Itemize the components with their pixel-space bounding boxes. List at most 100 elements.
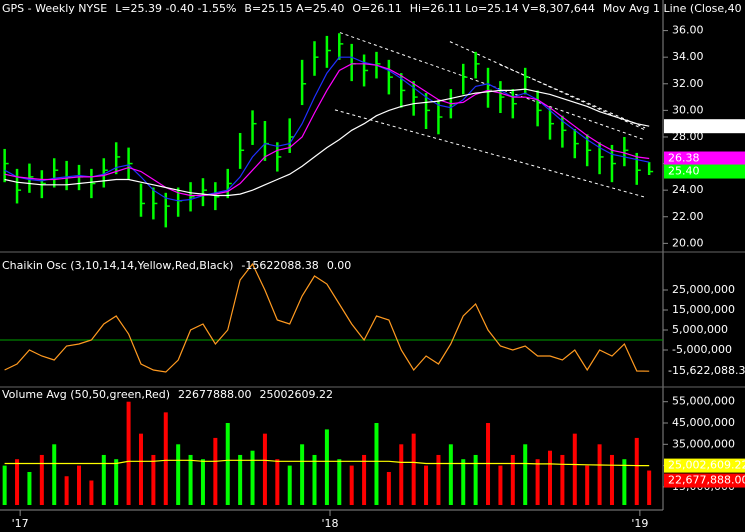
last-value-label: 28.81 [668, 119, 700, 132]
panel-header: O=26.11 [352, 2, 401, 15]
volume-bar [461, 459, 466, 505]
y-tick-label: 20.00 [672, 236, 704, 249]
volume-bar [523, 444, 528, 505]
volume-bar [647, 470, 652, 505]
y-tick-label: 36.00 [672, 24, 704, 37]
close-label: 25.40 [668, 165, 700, 178]
volume-bar [436, 454, 441, 505]
volume-bar [138, 433, 143, 505]
oscillator-line [4, 262, 650, 373]
last-value-label: 26.38 [668, 152, 700, 165]
x-tick-label: '17 [12, 517, 29, 530]
volume-bar [535, 459, 540, 505]
volume-bar [163, 412, 168, 505]
y-tick-label: 45,000,000 [672, 416, 735, 429]
volume-bar [64, 476, 69, 505]
volume-bar [287, 465, 292, 505]
volume-bar [262, 433, 267, 505]
volume-bar [27, 471, 32, 505]
volume-bar [424, 465, 429, 505]
last-value-label: -15,622,088.38 [668, 364, 745, 377]
x-tick-label: '18 [321, 517, 338, 530]
moving-average [4, 56, 650, 202]
volume-bar [349, 465, 354, 505]
volume-bar [473, 454, 478, 505]
volume-bar [560, 454, 565, 505]
volume-average [4, 459, 650, 467]
volume-bar [300, 444, 305, 505]
volume-bar [585, 465, 590, 505]
volume-bar [275, 459, 280, 505]
volume-bar [151, 454, 156, 505]
panel-header: GPS - Weekly NYSE [2, 2, 107, 15]
y-tick-label: 15,000,000 [672, 303, 735, 316]
panel-header: Hi=26.11 Lo=25.14 V=8,307,644 [410, 2, 595, 15]
panel-header: Volume Avg (50,50,green,Red) [2, 388, 170, 401]
volume-bar [213, 437, 218, 505]
volume-bar [225, 423, 230, 505]
last-value-label-box [664, 151, 745, 166]
volume-bar [114, 459, 119, 505]
volume-bar [634, 437, 639, 505]
volume-bar [510, 454, 515, 505]
panel-header: 22677888.00 [178, 388, 251, 401]
volume-bar [386, 471, 391, 505]
volume-bar [39, 454, 44, 505]
volume-bar [126, 401, 131, 505]
volume-bar [597, 444, 602, 505]
volume-bar [200, 459, 205, 505]
volume-bar [609, 454, 614, 505]
y-tick-label: 28.00 [672, 130, 704, 143]
volume-bar [448, 444, 453, 505]
close-label-box [664, 164, 745, 179]
panel-header: 25002609.22 [260, 388, 333, 401]
volume-bar [548, 450, 552, 505]
volume-bar [374, 423, 379, 505]
volume-bar [52, 444, 57, 505]
last-value-label-box [664, 119, 745, 134]
y-tick-label: 55,000,000 [672, 395, 735, 408]
volume-bar [498, 465, 503, 505]
volume-bar [411, 433, 416, 505]
volume-bar [176, 444, 181, 505]
volume-bar [238, 454, 243, 505]
x-tick-label: '19 [631, 517, 648, 530]
volume-bar [362, 454, 367, 505]
avg-label: 25,002,609.22 [668, 459, 745, 472]
volume-bar [572, 433, 577, 505]
panel-header: Mov Avg 1 Line (Close,40 [603, 2, 742, 15]
y-tick-label: 25,000,000 [672, 283, 735, 296]
y-tick-label: 5,000,000 [672, 323, 728, 336]
y-tick-label: -5,000,000 [672, 343, 732, 356]
volume-bar [312, 454, 317, 505]
moving-average [4, 88, 650, 197]
volume-bar [89, 480, 94, 505]
volume-bar [622, 459, 627, 505]
y-tick-label: 35,000,000 [672, 437, 735, 450]
avg-label-box [664, 458, 745, 473]
y-tick-label: 34.00 [672, 50, 704, 63]
panel-header: 0.00 [327, 259, 352, 272]
y-tick-label: 22.00 [672, 210, 704, 223]
y-tick-label: 30.00 [672, 103, 704, 116]
volume-bar [101, 454, 106, 505]
panel-header: B=25.15 A=25.40 [244, 2, 344, 15]
volume-bar [250, 450, 255, 505]
panel-header: -15622088.38 [241, 259, 318, 272]
y-tick-label: 32.00 [672, 77, 704, 90]
panel-header: L=25.39 -0.40 -1.55% [115, 2, 236, 15]
volume-bar [188, 454, 193, 505]
volume-bar [2, 465, 7, 505]
last-volume-label-box [664, 473, 745, 488]
volume-bar [337, 459, 342, 505]
volume-bar [15, 459, 20, 505]
volume-bar [77, 465, 82, 505]
volume-bar [399, 444, 404, 505]
y-tick-label: 24.00 [672, 183, 704, 196]
volume-bar [324, 429, 329, 505]
panel-header: Chaikin Osc (3,10,14,14,Yellow,Red,Black… [2, 259, 233, 272]
moving-average [4, 63, 650, 197]
last-volume-label: 22,677,888.00 [668, 474, 745, 487]
